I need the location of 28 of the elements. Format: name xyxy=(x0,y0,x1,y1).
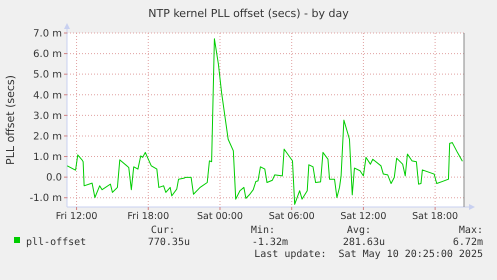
x-tick-label: Sat 00:00 xyxy=(196,211,243,222)
text: Min: xyxy=(250,225,275,236)
x-tick-label: Fri 12:00 xyxy=(56,211,98,222)
y-tick-label: 2.0 m xyxy=(33,131,62,142)
y-tick-label: 6.0 m xyxy=(33,49,62,60)
y-tick-label: -1.0 m xyxy=(30,193,62,204)
text: Cur: xyxy=(150,225,175,236)
text: Last update: Sat May 10 20:25:00 2025 xyxy=(254,249,483,260)
x-tick-label: Sat 06:00 xyxy=(268,211,315,222)
chart-title: NTP kernel PLL offset (secs) - by day xyxy=(148,7,350,20)
text: -1.32m xyxy=(252,237,288,248)
y-tick-label: 4.0 m xyxy=(33,90,62,102)
y-tick-label: 5.0 m xyxy=(33,70,62,81)
y-tick-label: 3.0 m xyxy=(33,110,62,122)
y-axis-title: PLL offset (secs) xyxy=(4,75,17,165)
x-tick-label: Sat 18:00 xyxy=(412,211,458,222)
text: 281.63u xyxy=(342,237,385,248)
y-tick-label: 1.0 m xyxy=(33,152,62,164)
text: Avg: xyxy=(346,225,371,236)
legend-label: pll-offset xyxy=(26,237,86,248)
line-series xyxy=(66,38,463,205)
text: 770.35u xyxy=(148,237,190,248)
y-tick-label: 7.0 m xyxy=(33,28,62,40)
x-tick-label: Fri 18:00 xyxy=(127,211,170,222)
text: Max: xyxy=(458,225,483,236)
text: 6.72m xyxy=(452,237,483,248)
y-tick-label: 0.0 xyxy=(46,172,62,184)
x-tick-label: Sat 12:00 xyxy=(340,211,386,222)
